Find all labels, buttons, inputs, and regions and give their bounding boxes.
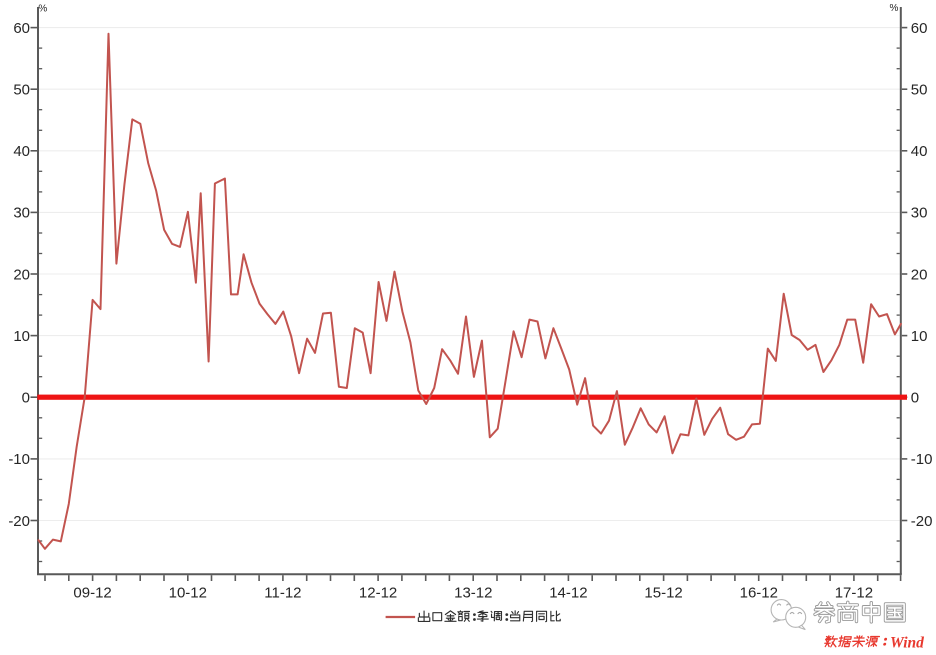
svg-text:60: 60 [911,20,928,37]
svg-text:50: 50 [911,82,928,99]
svg-text:14-12: 14-12 [549,585,587,602]
svg-text:11-12: 11-12 [264,585,301,602]
svg-text:-10: -10 [911,451,933,468]
svg-text:10-12: 10-12 [169,585,207,602]
svg-text:40: 40 [911,143,928,160]
svg-text:0: 0 [911,390,919,407]
svg-text:-20: -20 [8,513,30,530]
svg-text:30: 30 [13,205,30,222]
svg-text:%: % [38,4,47,15]
svg-text:20: 20 [911,266,928,283]
svg-text:12-12: 12-12 [359,585,397,602]
svg-text:%: % [890,3,899,14]
svg-text:-20: -20 [911,513,933,530]
svg-text:20: 20 [13,266,30,283]
svg-text:15-12: 15-12 [644,585,682,602]
svg-text:13-12: 13-12 [454,585,492,602]
svg-text:0: 0 [22,390,30,407]
svg-text:16-12: 16-12 [740,585,778,602]
svg-text:10: 10 [911,328,928,345]
svg-text:10: 10 [13,328,30,345]
svg-text:-10: -10 [8,451,30,468]
svg-text:Wind: Wind [890,635,924,652]
svg-text:50: 50 [13,82,30,99]
svg-text:40: 40 [13,143,30,160]
svg-text:17-12: 17-12 [835,585,873,602]
svg-text:60: 60 [13,20,30,37]
svg-text:09-12: 09-12 [73,585,111,602]
svg-text:30: 30 [911,205,928,222]
